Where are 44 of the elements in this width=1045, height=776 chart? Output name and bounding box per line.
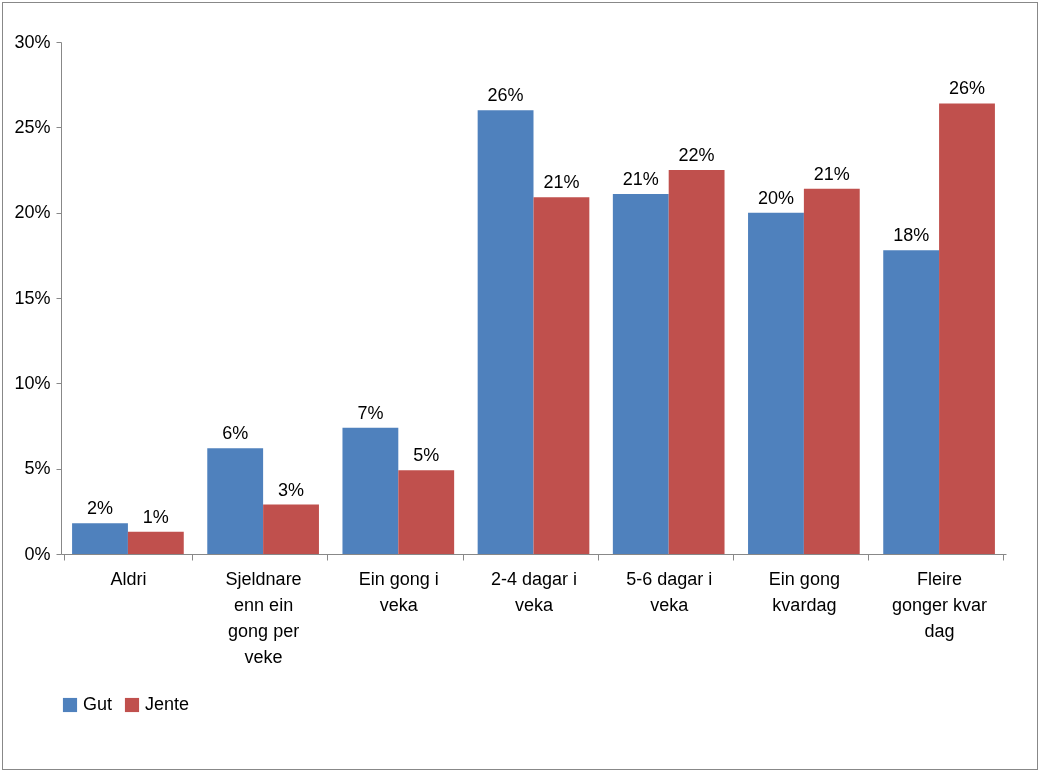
bar bbox=[748, 212, 804, 554]
data-label: 21% bbox=[813, 163, 850, 184]
x-tick-label: Aldri bbox=[110, 568, 147, 589]
bar bbox=[207, 448, 264, 554]
y-tick-label: 30% bbox=[14, 31, 51, 52]
y-tick-label: 25% bbox=[14, 116, 51, 137]
y-tick-label: 0% bbox=[24, 543, 51, 564]
y-tick-label: 20% bbox=[14, 202, 51, 223]
data-label: 22% bbox=[678, 145, 715, 165]
y-tick-label: 10% bbox=[14, 372, 51, 393]
bar bbox=[612, 193, 669, 554]
x-tick-label: Ein gong kvardag bbox=[768, 568, 840, 615]
bar bbox=[883, 250, 940, 554]
data-label: 3% bbox=[278, 479, 305, 500]
data-label: 5% bbox=[413, 445, 440, 466]
bar bbox=[668, 170, 725, 554]
x-tick-label: Fleire gonger kvar dag bbox=[892, 568, 988, 641]
bar bbox=[533, 197, 590, 554]
data-label: 21% bbox=[622, 168, 659, 189]
legend-label: Jente bbox=[145, 694, 190, 714]
bar bbox=[398, 470, 455, 554]
bar bbox=[263, 504, 319, 554]
bar bbox=[342, 427, 399, 554]
bar bbox=[939, 103, 995, 554]
x-tick-label: 2-4 dagar i veka bbox=[490, 568, 578, 615]
legend-label: Gut bbox=[83, 694, 113, 714]
x-tick-label: 5-6 dagar i veka bbox=[626, 568, 713, 615]
data-label: 18% bbox=[893, 225, 930, 246]
data-label: 1% bbox=[142, 506, 169, 527]
data-label: 7% bbox=[357, 402, 384, 423]
data-label: 2% bbox=[86, 498, 114, 519]
data-label: 26% bbox=[948, 78, 986, 99]
data-label: 20% bbox=[757, 187, 794, 208]
x-tick-label: Ein gong i veka bbox=[358, 568, 439, 615]
y-tick-label: 15% bbox=[14, 287, 51, 308]
x-tick-label: Sjeldnare enn ein gong per veke bbox=[225, 568, 302, 667]
bar bbox=[803, 188, 860, 554]
data-label: 21% bbox=[543, 172, 580, 193]
data-label: 6% bbox=[222, 423, 249, 444]
bar bbox=[477, 110, 534, 554]
bar bbox=[72, 523, 128, 554]
bar bbox=[127, 531, 184, 554]
data-label: 26% bbox=[487, 85, 524, 106]
y-tick-label: 5% bbox=[24, 458, 51, 479]
